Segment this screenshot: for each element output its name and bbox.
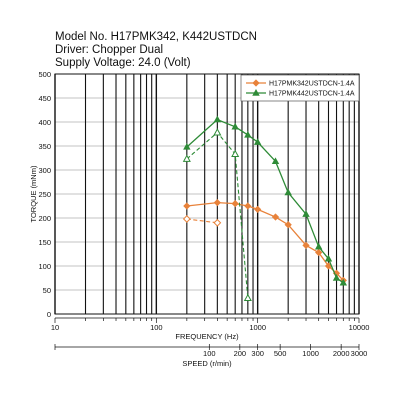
series-2-pullout-line xyxy=(186,118,344,284)
frequency-axis-title: FREQUENCY (Hz) xyxy=(175,332,239,341)
series-2-point xyxy=(314,242,323,250)
y-tick-label: 400 xyxy=(38,118,51,127)
y-tick-label: 350 xyxy=(38,142,51,151)
series-1-pullin-line xyxy=(186,218,218,224)
y-tick-label: 200 xyxy=(38,214,51,223)
series-2-point xyxy=(332,273,341,281)
series-1-point xyxy=(183,202,191,210)
legend-label: H17PMK442USTDCN-1.4A xyxy=(269,91,355,98)
series-2-point xyxy=(183,142,191,150)
speed-tick-label: 1000 xyxy=(302,349,319,358)
x-tick-label: 1000 xyxy=(249,323,266,332)
y-tick-label: 250 xyxy=(38,190,51,199)
series-2-point xyxy=(244,130,252,138)
speed-tick-label: 3000 xyxy=(351,349,368,358)
series-1-point xyxy=(271,213,280,221)
y-tick-label: 300 xyxy=(38,166,51,175)
plot-border xyxy=(54,73,360,315)
series-2-point xyxy=(213,115,222,123)
y-axis-title: TORQUE (mNm) xyxy=(29,165,38,222)
y-tick-label: 0 xyxy=(47,310,51,319)
series-2-point xyxy=(231,122,239,130)
series-1-point xyxy=(315,248,323,257)
series-1-point xyxy=(213,199,221,207)
speed-tick-label: 2000 xyxy=(333,349,350,358)
legend-marker xyxy=(252,88,260,96)
x-tick-label: 100 xyxy=(150,323,163,332)
series-2-point xyxy=(271,157,280,165)
series-2-point xyxy=(339,278,348,286)
series-2-pullin-line xyxy=(186,131,249,299)
speed-tick-label: 100 xyxy=(203,349,216,358)
supply-voltage: Supply Voltage: 24.0 (Volt) xyxy=(55,57,191,69)
speed-tick-label: 300 xyxy=(251,349,264,358)
series-1-point xyxy=(231,199,239,208)
series-2-pullin-point xyxy=(213,128,222,136)
speed-tick-label: 200 xyxy=(234,349,247,358)
series-1-pullin-point xyxy=(182,215,191,223)
series-2-point xyxy=(253,138,262,145)
y-tick-label: 150 xyxy=(38,238,51,247)
x-tick-label: 10 xyxy=(51,323,59,332)
speed-tick-label: 500 xyxy=(274,349,287,358)
y-tick-label: 100 xyxy=(38,262,51,271)
legend-box xyxy=(240,74,360,102)
series-1-point xyxy=(284,221,292,229)
series-2-pullin-point xyxy=(231,149,240,158)
series-1-point xyxy=(254,205,262,213)
driver-label: Driver: Chopper Dual xyxy=(55,44,164,56)
series-2-pullin-point xyxy=(182,154,191,162)
series-1-point xyxy=(244,202,252,210)
series-2-point xyxy=(284,188,292,196)
series-2-pullin-point xyxy=(243,293,252,302)
y-tick-label: 450 xyxy=(38,94,51,103)
series-1-pullin-point xyxy=(213,218,222,227)
speed-axis-title: SPEED (r/min) xyxy=(182,359,232,368)
series-1-point xyxy=(302,241,310,249)
legend-marker xyxy=(252,79,260,87)
model-number: Model No. H17PMK342, K442USTDCN xyxy=(55,31,257,43)
x-tick-label: 10000 xyxy=(349,323,370,332)
y-tick-label: 50 xyxy=(43,286,51,295)
y-tick-label: 500 xyxy=(38,70,51,79)
legend-label: H17PMK342USTDCN-1.4A xyxy=(269,81,355,88)
series-2-point xyxy=(302,210,310,217)
series-2-point xyxy=(324,254,333,262)
